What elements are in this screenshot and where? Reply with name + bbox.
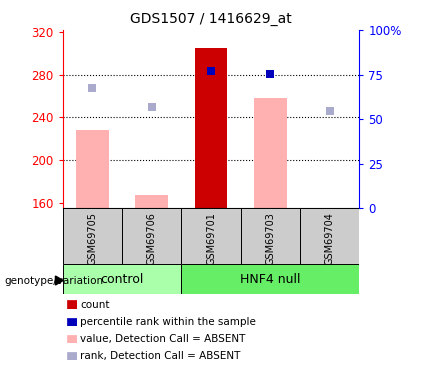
- Text: genotype/variation: genotype/variation: [4, 276, 103, 285]
- Text: count: count: [80, 300, 110, 309]
- Text: rank, Detection Call = ABSENT: rank, Detection Call = ABSENT: [80, 351, 240, 361]
- Text: GSM69703: GSM69703: [265, 212, 275, 265]
- Bar: [195, 48, 227, 208]
- Text: GSM69701: GSM69701: [206, 212, 216, 265]
- Bar: [181, 208, 241, 264]
- Bar: [300, 208, 359, 264]
- Text: GSM69704: GSM69704: [325, 212, 335, 265]
- Text: GSM69706: GSM69706: [147, 212, 157, 265]
- Text: value, Detection Call = ABSENT: value, Detection Call = ABSENT: [80, 334, 246, 344]
- Text: control: control: [100, 273, 144, 286]
- Bar: [181, 264, 359, 294]
- Text: GSM69705: GSM69705: [87, 212, 97, 265]
- Bar: [136, 195, 168, 208]
- Bar: [122, 208, 181, 264]
- Bar: [254, 98, 287, 208]
- Title: GDS1507 / 1416629_at: GDS1507 / 1416629_at: [130, 12, 292, 26]
- Polygon shape: [55, 276, 63, 285]
- Text: percentile rank within the sample: percentile rank within the sample: [80, 317, 256, 327]
- Bar: [63, 208, 122, 264]
- Bar: [241, 208, 300, 264]
- Bar: [63, 264, 181, 294]
- Bar: [76, 130, 109, 208]
- Text: HNF4 null: HNF4 null: [240, 273, 301, 286]
